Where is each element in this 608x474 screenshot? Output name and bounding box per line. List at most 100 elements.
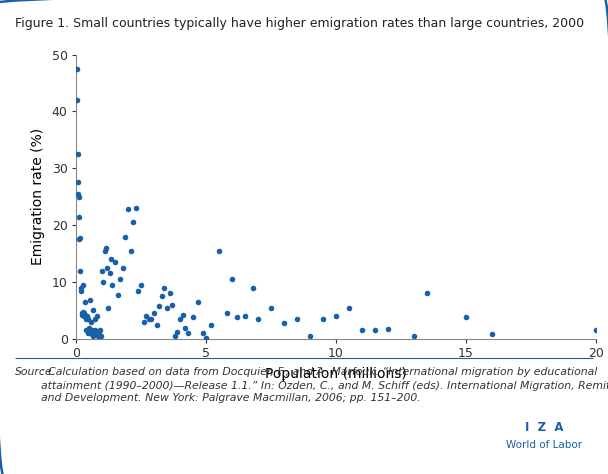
Point [178, 311, 187, 319]
Point [170, 332, 179, 340]
Point [102, 264, 112, 272]
Point [96, 332, 106, 340]
Point [175, 315, 185, 323]
Point [92, 312, 102, 320]
Point [88, 330, 97, 338]
Point [141, 312, 151, 320]
Point [292, 315, 302, 323]
Point [72, 96, 82, 104]
Point [74, 190, 83, 198]
Point [89, 329, 99, 337]
Point [89, 307, 98, 314]
Point [74, 193, 83, 201]
Point [75, 234, 85, 241]
Point [147, 315, 156, 323]
Point [232, 313, 242, 321]
Point [181, 324, 190, 331]
Point [87, 327, 97, 334]
Point [105, 270, 115, 277]
Point [112, 291, 122, 298]
Point [461, 313, 471, 321]
Point [82, 312, 92, 320]
Point [93, 332, 103, 340]
Point [131, 204, 140, 212]
Point [318, 315, 328, 323]
Point [91, 329, 101, 337]
Point [173, 328, 182, 336]
Point [84, 324, 94, 331]
Point [78, 308, 88, 315]
Point [103, 304, 113, 311]
Point [101, 244, 111, 252]
Point [357, 327, 367, 334]
Point [222, 310, 232, 317]
Point [134, 287, 143, 294]
Point [383, 325, 393, 332]
Point [79, 312, 89, 320]
Point [97, 267, 107, 274]
Point [74, 213, 84, 220]
Point [188, 313, 198, 321]
Point [91, 327, 100, 334]
Text: World of Labor: World of Labor [506, 440, 582, 450]
Point [422, 290, 432, 297]
Point [126, 247, 136, 255]
Point [214, 247, 224, 255]
Point [253, 315, 263, 323]
Point [95, 327, 105, 334]
Point [83, 329, 92, 337]
Point [409, 332, 419, 340]
Point [159, 284, 169, 292]
Point [123, 205, 133, 213]
Point [154, 302, 164, 310]
Point [73, 179, 83, 186]
Point [81, 315, 91, 323]
Point [136, 281, 146, 289]
Point [80, 298, 90, 306]
Point [90, 315, 100, 323]
Point [86, 318, 95, 326]
Point [344, 304, 354, 311]
Point [120, 233, 130, 240]
Point [149, 310, 159, 317]
Point [108, 281, 117, 289]
Point [110, 258, 120, 266]
Point [487, 330, 497, 338]
Point [75, 236, 85, 243]
Point [118, 264, 128, 272]
Point [85, 296, 94, 304]
Point [81, 327, 91, 334]
Point [72, 65, 82, 73]
Point [116, 275, 125, 283]
Point [591, 327, 601, 334]
Point [152, 321, 162, 328]
Text: Figure 1. Small countries typically have higher emigration rates than large coun: Figure 1. Small countries typically have… [15, 17, 584, 29]
Point [227, 275, 237, 283]
Point [78, 311, 88, 319]
Point [240, 312, 250, 320]
Point [83, 315, 93, 323]
Point [193, 298, 203, 306]
Point [144, 315, 154, 323]
Point [183, 329, 193, 337]
Point [94, 331, 104, 339]
X-axis label: Population (millions): Population (millions) [265, 367, 407, 381]
Point [100, 247, 109, 255]
Point [279, 319, 289, 327]
Point [106, 255, 116, 263]
Point [198, 329, 208, 337]
Point [370, 327, 380, 334]
Point [266, 304, 276, 311]
Point [86, 327, 95, 334]
Text: I  Z  A: I Z A [525, 421, 564, 434]
Point [167, 301, 177, 309]
Text: Source: Source [15, 367, 53, 377]
Point [157, 292, 167, 300]
Point [305, 332, 315, 340]
Y-axis label: Emigration rate (%): Emigration rate (%) [31, 128, 45, 265]
Point [76, 284, 86, 292]
Point [139, 318, 148, 326]
Point [73, 150, 83, 158]
Point [84, 328, 94, 336]
Point [201, 334, 211, 342]
